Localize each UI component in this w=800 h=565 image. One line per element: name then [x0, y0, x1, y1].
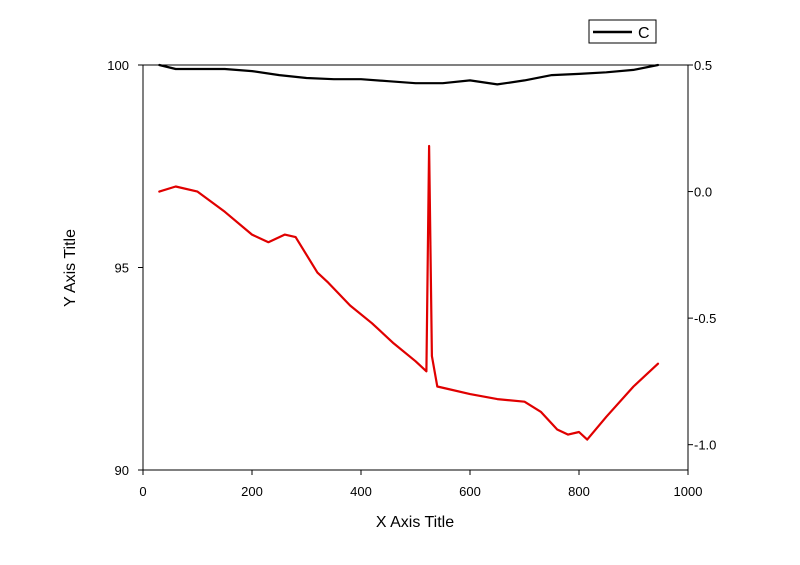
y-right-tick-label: -0.5: [694, 311, 716, 326]
x-tick-label: 1000: [674, 484, 703, 499]
x-tick-label: 200: [241, 484, 263, 499]
series-line-2: [158, 144, 660, 441]
y-axis-right: 0.5 0.0 -0.5 -1.0: [688, 58, 716, 453]
y-left-tick-label: 95: [115, 261, 129, 276]
x-tick-label: 600: [459, 484, 481, 499]
y-right-tick-label: 0.0: [694, 185, 712, 200]
y-left-tick-label: 90: [115, 463, 129, 478]
x-tick-label: 400: [350, 484, 372, 499]
series-layer: [158, 63, 660, 441]
plot-frame: [142, 64, 689, 471]
x-axis-title: X Axis Title: [376, 514, 454, 531]
y-axis-left: 90 95 100: [107, 58, 143, 478]
x-tick-label: 800: [568, 484, 590, 499]
legend: C: [588, 19, 657, 44]
legend-label: C: [638, 25, 650, 42]
y-axis-title: Y Axis Title: [62, 229, 79, 307]
x-tick-label: 0: [139, 484, 146, 499]
y-right-tick-label: -1.0: [694, 438, 716, 453]
x-axis: 0 200 400 600 800 1000: [139, 470, 702, 499]
y-left-tick-label: 100: [107, 58, 129, 73]
y-right-tick-label: 0.5: [694, 58, 712, 73]
series-line-1: [158, 63, 660, 86]
